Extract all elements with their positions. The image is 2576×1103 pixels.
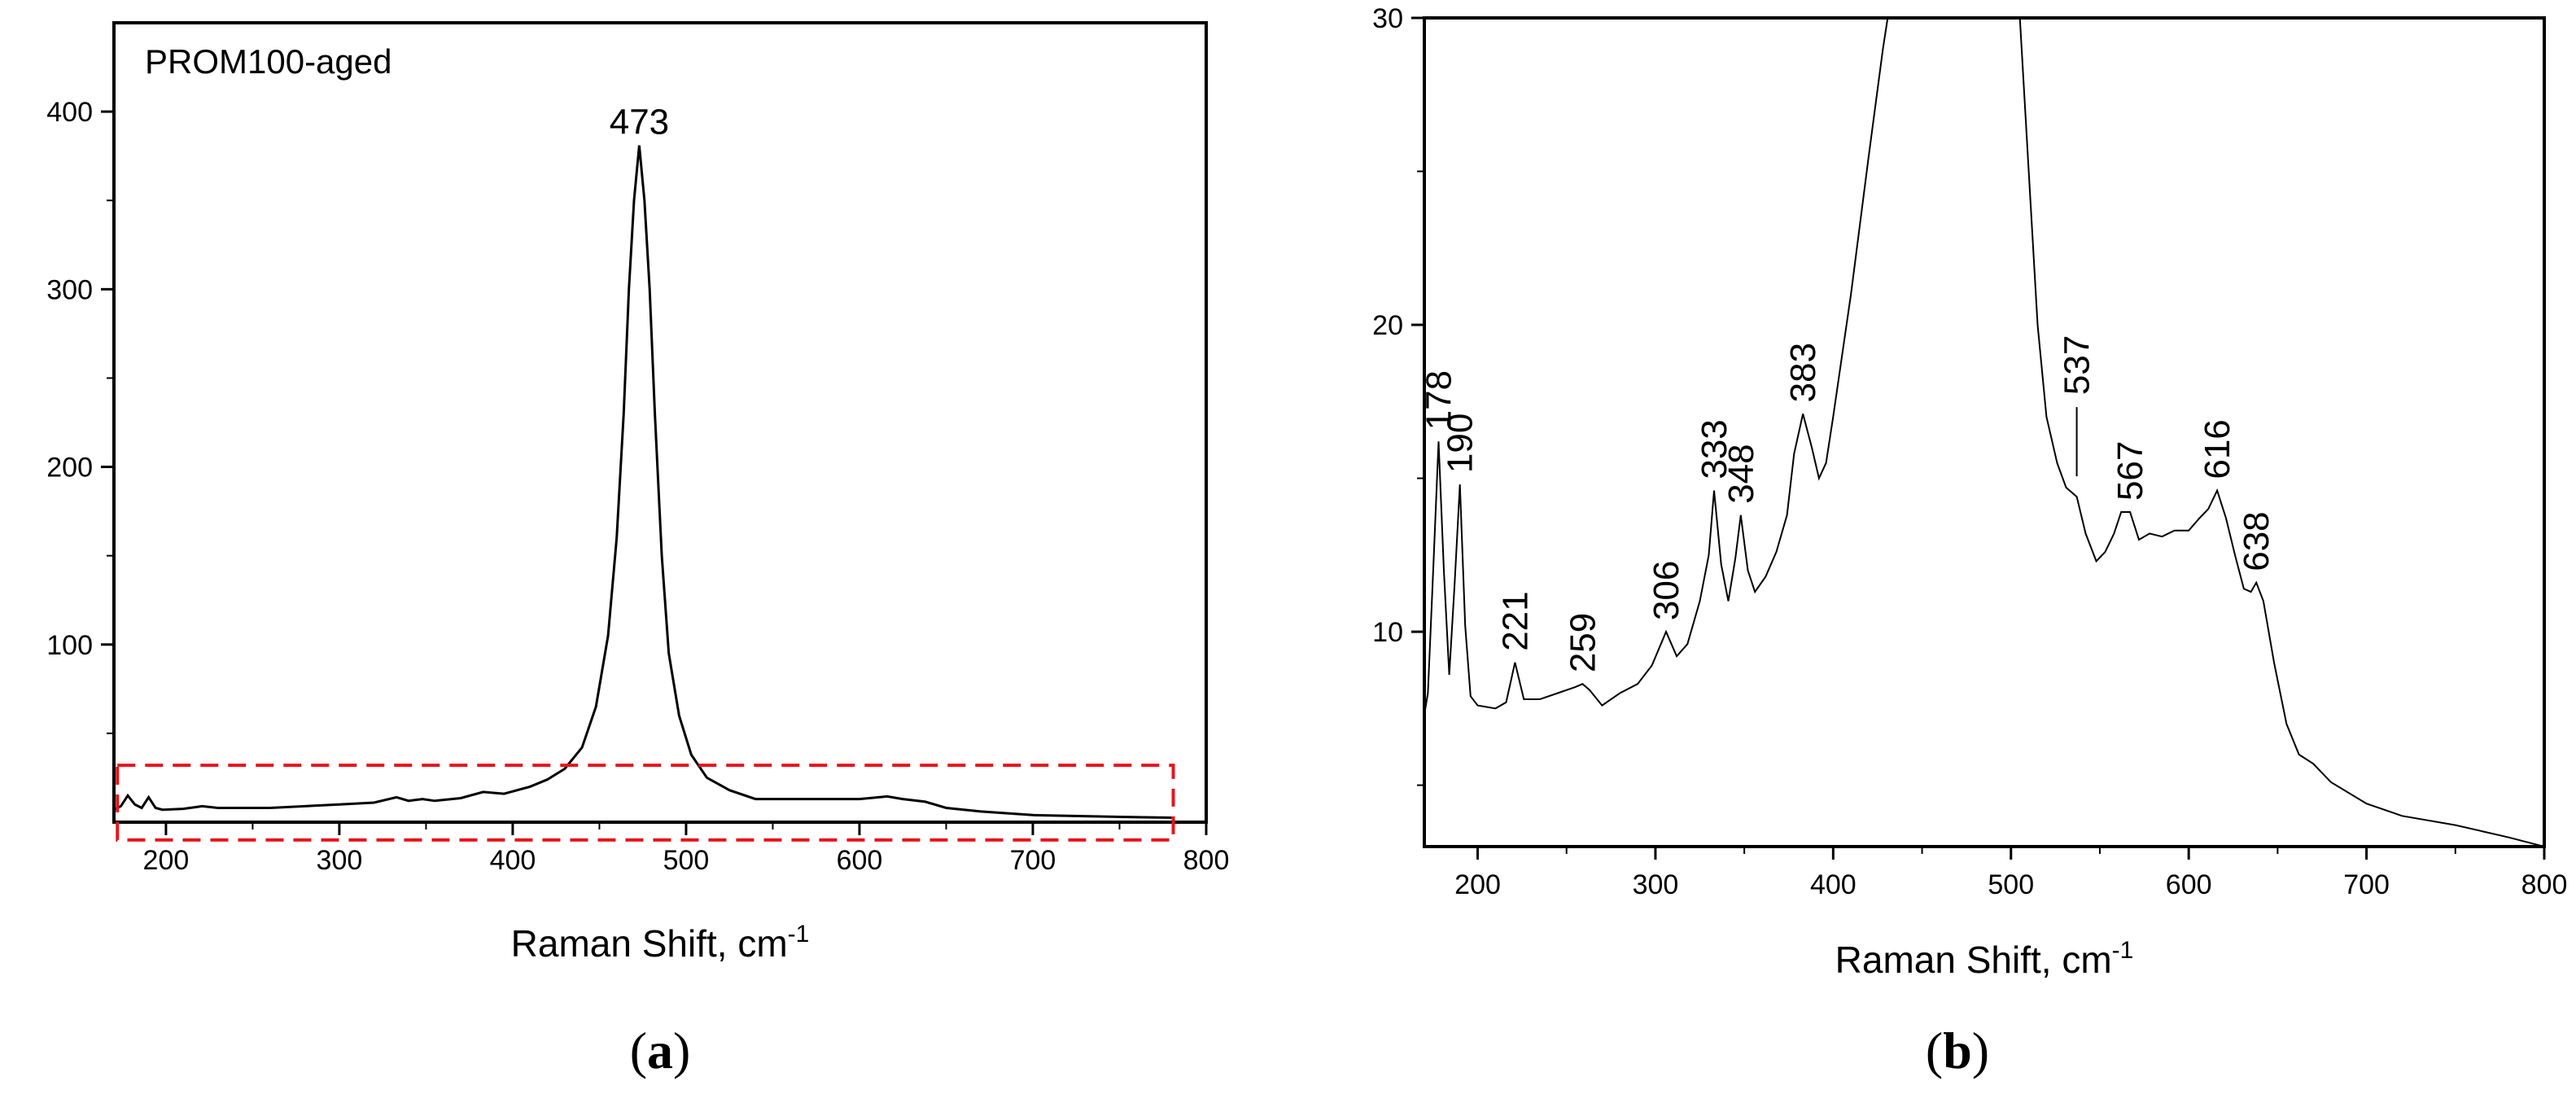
chart-b-y-tick-label: 30 [1372, 3, 1403, 34]
chart-b-peak-label: 383 [1783, 343, 1823, 402]
chart-a-annotations: 473 [610, 103, 669, 142]
chart-a-x-tick-label: 500 [663, 845, 710, 876]
chart-a-x-axis-label-text: Raman Shift, cm [511, 922, 788, 965]
chart-b-x-tick-label: 600 [2166, 869, 2212, 900]
chart-b-ticks: 200 300 400 500 600 700 800 10 20 30 [1372, 3, 2567, 900]
chart-b-x-axis-label: Raman Shift, cm-1 [1835, 937, 2134, 981]
chart-b-y-tick-label: 10 [1372, 617, 1403, 648]
chart-a-zoom-box [116, 764, 1175, 842]
chart-a-panel-label: (a) [630, 1022, 691, 1079]
chart-a-panel-paren-open: ( [630, 1022, 647, 1079]
chart-b-x-tick-label: 400 [1810, 869, 1857, 900]
chart-b-peak-label: 638 [2237, 511, 2276, 571]
chart-a-x-tick-label: 300 [317, 845, 363, 876]
chart-b-peak-label: 616 [2198, 419, 2237, 479]
chart-b-peak-label: 306 [1647, 561, 1686, 620]
chart-b-x-tick-label: 300 [1633, 869, 1679, 900]
chart-a-y-tick-label: 300 [46, 274, 93, 305]
chart-b-peak-label: 259 [1563, 613, 1603, 672]
chart-b-x-tick-label: 200 [1454, 869, 1501, 900]
chart-b-panel-paren-close: ) [1972, 1022, 1989, 1079]
chart-b-peak-label: 178 [1419, 370, 1459, 430]
chart-b-peak-label: 190 [1441, 414, 1480, 473]
chart-a-inset-label: PROM100-aged [145, 42, 392, 81]
chart-a-x-axis-label-sup: -1 [788, 921, 810, 948]
chart-a-y-tick-label: 200 [46, 453, 93, 484]
chart-a-frame [112, 21, 1208, 824]
chart-b-panel-paren-open: ( [1926, 1022, 1943, 1079]
chart-a-panel-letter: a [647, 1022, 673, 1079]
chart-a-y-tick-label: 100 [46, 630, 93, 661]
chart-b-peak-label: 348 [1721, 444, 1761, 503]
chart-a-panel-paren-close: ) [673, 1022, 690, 1079]
chart-b-x-axis-label-text: Raman Shift, cm [1835, 939, 2112, 981]
chart-b-frame [1423, 16, 2546, 848]
chart-b-y-tick-label: 20 [1372, 310, 1403, 341]
chart-b-x-axis-label-sup: -1 [2112, 937, 2134, 964]
chart-b-peak-label: 333 [1695, 419, 1734, 479]
chart-b-x-tick-label: 700 [2343, 869, 2390, 900]
chart-a-x-tick-label: 700 [1010, 845, 1056, 876]
chart-a-x-tick-label: 400 [490, 845, 536, 876]
chart-a-y-tick-label: 400 [46, 97, 93, 128]
chart-b-panel-letter: b [1943, 1022, 1972, 1079]
chart-a: 200 300 400 500 600 700 800 100 200 300 400 PROM10… [46, 21, 1229, 1079]
chart-a-x-tick-label: 800 [1183, 845, 1230, 876]
chart-a-x-tick-label: 600 [837, 845, 883, 876]
chart-a-ticks: 200 300 400 500 600 700 800 100 200 300 400 [46, 97, 1229, 876]
chart-a-series-line [113, 145, 1172, 819]
chart-b-peak-label: 567 [2110, 441, 2150, 501]
chart-a-x-tick-label: 200 [143, 845, 190, 876]
chart-b-peak-label: 537 [2058, 335, 2097, 395]
chart-a-x-axis-label: Raman Shift, cm-1 [511, 921, 810, 965]
chart-b-x-tick-label: 500 [1988, 869, 2034, 900]
chart-b-peak-label: 221 [1495, 591, 1535, 650]
chart-a-peak-label: 473 [610, 103, 669, 142]
chart-b-x-tick-label: 800 [2521, 869, 2568, 900]
chart-b-series-line [1424, 18, 2544, 847]
chart-b-panel-label: (b) [1926, 1022, 1989, 1079]
